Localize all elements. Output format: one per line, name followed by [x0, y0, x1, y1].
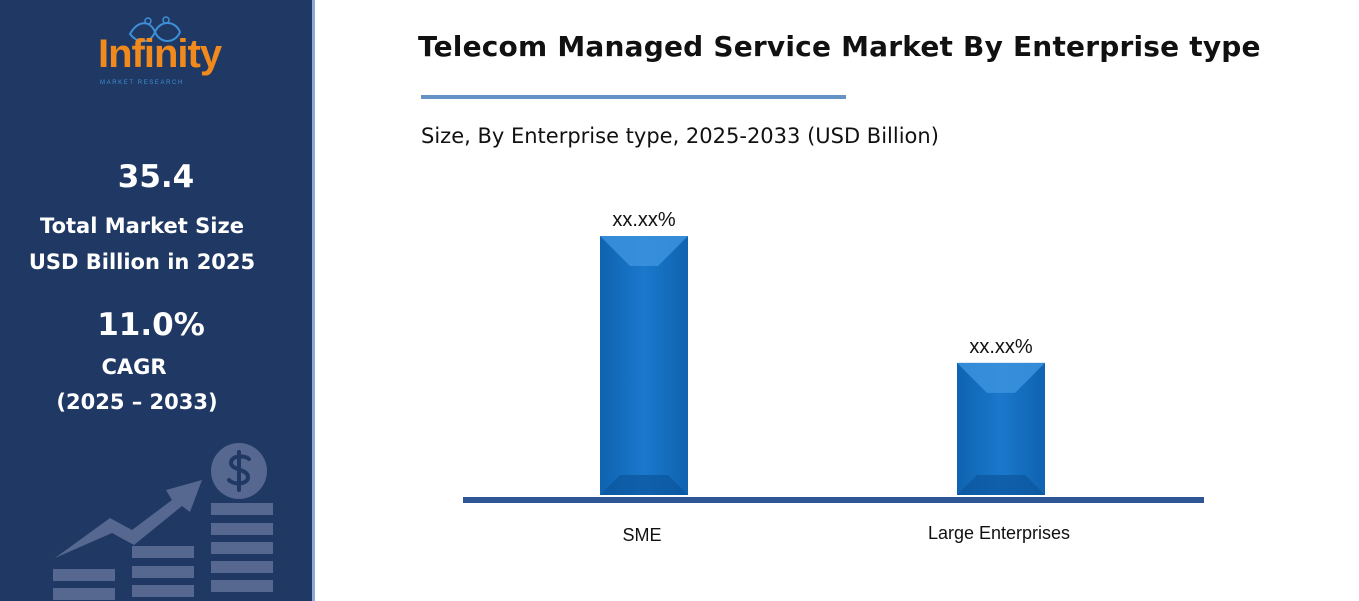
bar-large-enterprises [957, 362, 1045, 495]
infinity-people-icon [128, 16, 182, 43]
logo-wordmark: Infinity [98, 32, 222, 76]
cagr-period: (2025 – 2033) [56, 390, 218, 414]
market-size-label: Total Market Size [40, 214, 244, 238]
category-label: Large Enterprises [928, 523, 1070, 543]
sidebar: Infinity MARKET RESEARCH 35.4 Total Mark… [0, 0, 315, 601]
x-axis-line [463, 497, 1204, 503]
market-size-unit: USD Billion in 2025 [28, 250, 256, 274]
category-label: SME [622, 525, 661, 545]
cagr-value: 11.0% [97, 307, 205, 343]
data-label: xx.xx% [969, 336, 1033, 358]
logo-subtitle: MARKET RESEARCH [100, 80, 184, 86]
bar-sme [600, 236, 688, 495]
chart-title: Telecom Managed Service Market By Enterp… [418, 30, 1261, 63]
logo: Infinity MARKET RESEARCH [98, 16, 233, 94]
bar-bevel [600, 475, 688, 495]
title-underline [421, 95, 846, 99]
bar-bevel [957, 362, 1045, 393]
cagr-label: CAGR [101, 355, 167, 379]
bar-bevel [600, 236, 688, 266]
bar-bevel [957, 475, 1045, 495]
market-size-value: 35.4 [117, 159, 195, 195]
data-label: xx.xx% [612, 209, 676, 231]
chart-subtitle: Size, By Enterprise type, 2025-2033 (USD… [421, 124, 939, 148]
bar [600, 236, 688, 495]
rising-chart-dollar-icon [53, 443, 273, 600]
